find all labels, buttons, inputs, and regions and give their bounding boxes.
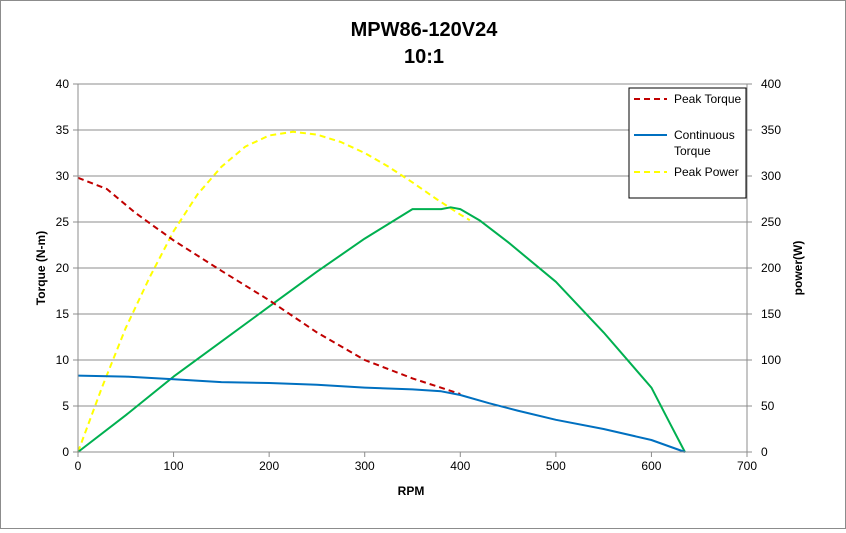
series-line-power-curve [77,206,686,453]
x-tick-label: 600 [641,459,661,473]
legend: Peak Torque Continuous Torque Peak Power [628,87,747,199]
x-tick-label: 500 [546,459,566,473]
y-tick-label: 35 [56,123,70,137]
x-tick-label: 300 [355,459,375,473]
y2-tick-label: 50 [761,399,775,413]
x-tick-label: 100 [164,459,184,473]
legend-label: Continuous Torque [674,128,735,158]
y-tick-label: 40 [56,77,70,91]
chart-title: MPW86-120V24 [351,19,499,41]
series-line-continuous-torque [77,374,686,453]
y2-tick-label: 400 [761,77,781,91]
x-tick-label: 400 [450,459,470,473]
gridlines [78,83,747,453]
y2-tick-label: 350 [761,123,781,137]
x-tick-label: 700 [737,459,757,473]
y-axis-label: Torque (N-m) [34,231,48,305]
x-axis-label: RPM [398,484,425,498]
series-line-peak-power [77,130,471,453]
series-line-peak-torque [77,176,461,395]
y2-tick-label: 300 [761,169,781,183]
y-tick-label: 5 [62,399,69,413]
series-lines [77,130,686,453]
y-tick-label: 20 [56,261,70,275]
axes [73,83,752,457]
x-tick-label: 200 [259,459,279,473]
y2-tick-label: 250 [761,215,781,229]
y2-tick-label: 150 [761,307,781,321]
y-tick-label: 30 [56,169,70,183]
legend-label: Peak Torque [674,92,741,106]
y-tick-label: 15 [56,307,70,321]
y2-tick-label: 0 [761,445,768,459]
chart-subtitle: 10:1 [404,46,444,68]
legend-box [628,87,747,199]
y2-axis-label: power(W) [791,241,805,296]
tick-labels: 0510152025303540050100150200250300350400… [56,77,782,473]
y2-tick-label: 200 [761,261,781,275]
x-tick-label: 0 [75,459,82,473]
y-tick-label: 0 [62,445,69,459]
y-tick-label: 10 [56,353,70,367]
y2-tick-label: 100 [761,353,781,367]
y-tick-label: 25 [56,215,70,229]
legend-label: Peak Power [674,165,739,179]
